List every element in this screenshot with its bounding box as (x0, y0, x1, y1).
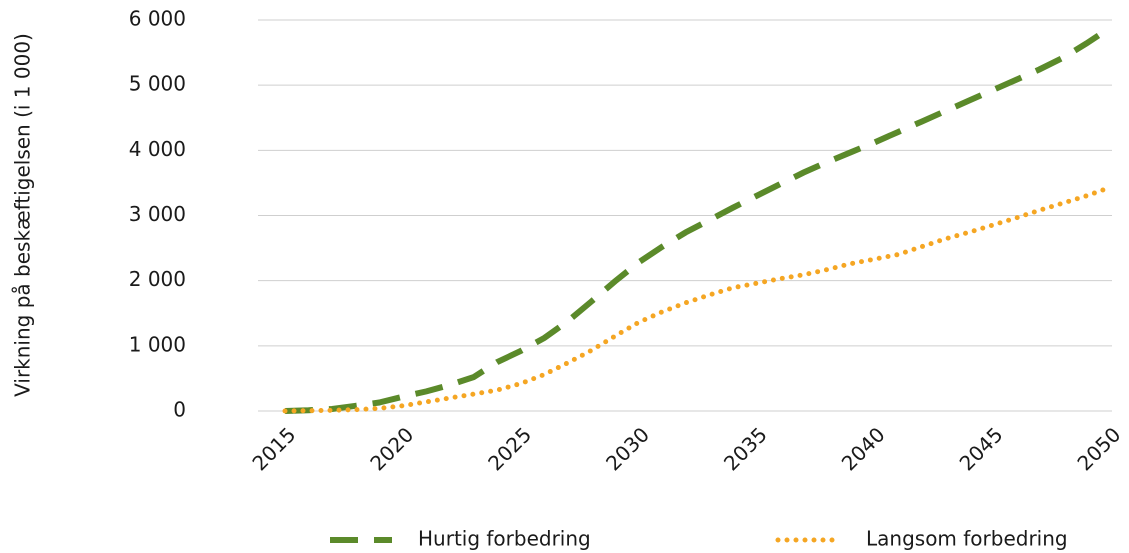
line-series (284, 25, 1112, 414)
y-tick-label: 2 000 (129, 267, 186, 291)
x-tick-label: 2050 (1072, 422, 1125, 475)
x-tick-label: 2040 (837, 422, 890, 475)
x-tick-label: 2035 (719, 422, 772, 475)
y-tick-label: 5 000 (129, 72, 186, 96)
y-tick-label: 0 (173, 398, 186, 422)
x-tick-label: 2015 (247, 422, 300, 475)
x-tick-label: 2020 (365, 422, 418, 475)
y-tick-label: 4 000 (129, 137, 186, 161)
y-tick-label: 3 000 (129, 202, 186, 226)
legend-label: Langsom forbedring (866, 527, 1068, 551)
line-series (282, 185, 1113, 414)
x-tick-label: 2045 (955, 422, 1008, 475)
legend-label: Hurtig forbedring (418, 527, 591, 551)
y-tick-label: 1 000 (129, 332, 186, 356)
y-tick-label: 6 000 (129, 7, 186, 31)
x-tick-label: 2030 (601, 422, 654, 475)
y-axis-label: Virkning på beskæftigelsen (i 1 000) (11, 33, 35, 397)
x-tick-label: 2025 (483, 422, 536, 475)
